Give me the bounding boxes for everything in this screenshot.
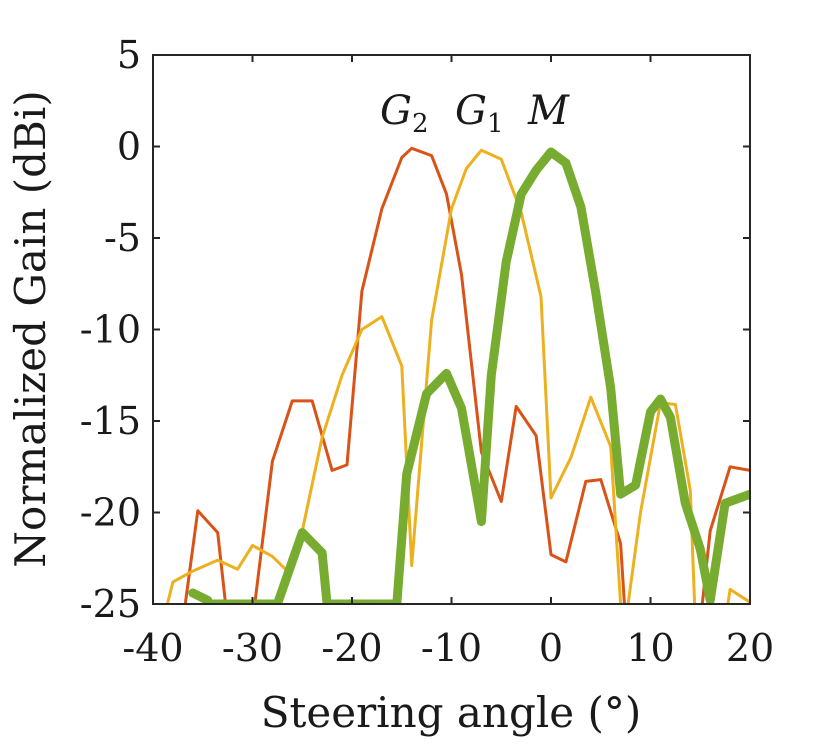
x-tick-label: 10 [626, 626, 674, 670]
x-tick-label: 0 [539, 626, 563, 670]
x-tick-label: -30 [222, 626, 283, 670]
y-tick-label: -25 [80, 582, 141, 626]
y-tick-label: -15 [80, 399, 141, 443]
x-tick-label: -10 [421, 626, 482, 670]
series-label-m: M [527, 88, 570, 134]
x-tick-label: -20 [321, 626, 382, 670]
plot-frame [152, 54, 751, 605]
y-tick-label: -5 [104, 216, 141, 260]
series-layer [165, 146, 750, 604]
series-line-g2 [183, 146, 750, 604]
series-label-g2: G2 [380, 88, 429, 139]
x-tick-label: 20 [726, 626, 774, 670]
y-tick-label: -10 [80, 308, 141, 352]
ticks-layer: -40 -30 -20 -10 0 10 20 5 0 -5 -10 -15 -20 -25 [80, 33, 774, 670]
x-tick-label: -40 [122, 626, 183, 670]
x-axis-label: Steering angle (°) [261, 688, 642, 737]
series-line-m [188, 147, 750, 604]
y-tick-label: -20 [80, 491, 141, 535]
y-axis-label: Normalized Gain (dBi) [6, 90, 55, 567]
series-label-g1: G1 [455, 88, 504, 139]
y-tick-label: 5 [117, 33, 141, 77]
y-tick-label: 0 [117, 125, 141, 169]
